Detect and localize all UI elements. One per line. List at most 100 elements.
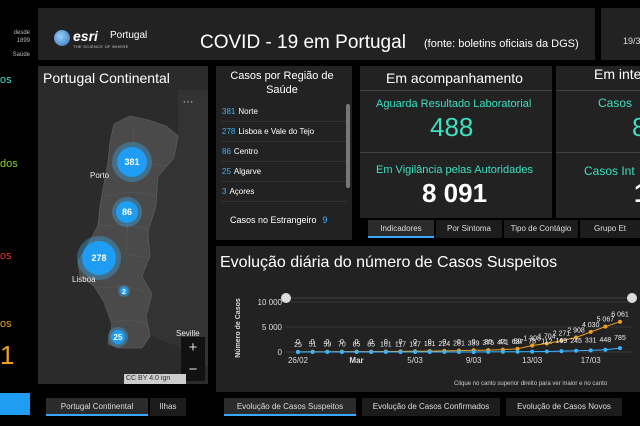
data-point — [369, 350, 374, 354]
vigilancia-label: Em Vigilância pelas Autoridades — [376, 164, 533, 176]
internados-panel: Em inte Casos 8 Casos Int 1 — [556, 66, 640, 218]
data-label: 51 — [309, 342, 317, 349]
tab-casos-novos[interactable]: Evolução de Casos Novos — [506, 398, 622, 416]
data-label: 1 308 — [523, 335, 541, 342]
region-name: Norte — [238, 107, 258, 116]
data-label: 224 — [439, 341, 451, 348]
data-label: 1 704 — [538, 333, 556, 340]
data-point — [588, 348, 593, 353]
map-tab-bar: Portugal Continental Ilhas — [38, 398, 208, 418]
range-handle-right[interactable] — [627, 293, 637, 303]
acompanhamento-panel: Em acompanhamento Aguarda Resultado Labo… — [360, 66, 552, 218]
data-label: 339 — [468, 340, 480, 347]
list-item[interactable]: 278 Lisboa e Vale do Tejo — [222, 122, 346, 142]
cluster-norte[interactable]: 381 — [112, 142, 152, 182]
list-item[interactable]: 86 Centro — [222, 142, 346, 162]
abroad-cases: Casos no Estrangeiro 9 — [230, 215, 328, 225]
tab-tipo-contagio[interactable]: Tipo de Contágio — [504, 220, 578, 238]
data-label: 101 — [380, 341, 392, 348]
aguarda-resultado-label: Aguarda Resultado Laboratorial — [376, 98, 532, 110]
map-attribution[interactable]: CC BY 4.0 ign — [124, 374, 186, 384]
data-label: 59 — [323, 342, 331, 349]
list-item[interactable]: 25 Algarve — [222, 162, 346, 182]
y-tick-label: 10 000 — [258, 298, 283, 307]
chart-hint: Clique no canto superior direito para ve… — [454, 381, 608, 387]
data-label: 85 — [367, 342, 375, 349]
data-label: 30 — [484, 339, 492, 346]
list-item[interactable]: 381 Norte — [222, 102, 346, 122]
tab-por-sintoma[interactable]: Por Sintoma — [436, 220, 502, 238]
cluster-algarve[interactable]: 25 — [108, 327, 128, 347]
data-point — [515, 349, 520, 354]
globe-icon — [54, 30, 70, 46]
data-label: 375 — [482, 340, 494, 347]
data-label: 785 — [614, 335, 626, 342]
cluster-alentejo[interactable]: 2 — [118, 285, 130, 297]
sliver-text-2: 1899 — [16, 38, 30, 44]
chart-title: Evolução diária do número de Casos Suspe… — [220, 254, 558, 271]
more-options-button[interactable]: ··· — [178, 97, 198, 111]
region-name: Lisboa e Vale do Tejo — [238, 127, 315, 136]
data-label: 471 — [497, 340, 509, 347]
map-canvas[interactable]: 381 86 278 2 25 Porto Lisboa Seville — [38, 66, 208, 384]
tab-casos-suspeitos[interactable]: Evolução de Casos Suspeitos — [224, 398, 356, 416]
evolution-chart-panel: Evolução diária do número de Casos Suspe… — [216, 246, 640, 392]
sliver-text-3: Saúde — [12, 52, 30, 58]
esri-logo: esri Portugal THE SCIENCE OF WHERE — [54, 28, 194, 54]
cluster-centro[interactable]: 86 — [112, 197, 142, 227]
data-label: 0 — [325, 339, 329, 346]
region-count: 381 — [222, 107, 236, 116]
x-tick-label: 9/03 — [466, 356, 482, 365]
esri-wordmark: esri — [73, 28, 98, 44]
data-label: 0 — [311, 339, 315, 346]
data-label: 448 — [600, 337, 612, 344]
data-point — [544, 349, 549, 354]
data-label: 0 — [355, 339, 359, 346]
y-tick-label: 5 000 — [262, 323, 283, 332]
city-label-lisboa: Lisboa — [72, 275, 96, 284]
tab-indicadores[interactable]: Indicadores — [368, 220, 434, 238]
data-label: 78 — [528, 339, 536, 346]
data-label: 245 — [570, 338, 582, 345]
region-name: Açores — [229, 187, 255, 196]
region-name: Algarve — [233, 167, 262, 176]
map-panel[interactable]: 381 86 278 2 25 Porto Lisboa Seville Por… — [38, 66, 208, 384]
data-point — [427, 350, 432, 354]
x-tick-label: 13/03 — [522, 356, 543, 365]
region-count: 25 — [222, 167, 231, 176]
data-point — [325, 350, 330, 354]
data-label: 281 — [453, 341, 465, 348]
evolution-chart[interactable]: Número de Casos 0 5 000 10 000 25 51 59 70 85 85 1… — [216, 246, 640, 392]
tab-portugal-continental[interactable]: Portugal Continental — [46, 398, 148, 416]
data-label: 331 — [585, 337, 597, 344]
data-label: 6 061 — [611, 312, 629, 319]
data-point — [296, 350, 300, 354]
data-label: 2 908 — [567, 327, 585, 334]
data-point — [530, 349, 535, 354]
left-sliver-panel: desde 1899 Saúde os dos os os 1 — [0, 0, 32, 426]
region-list-scrollbar[interactable] — [346, 104, 350, 188]
svg-text:381: 381 — [124, 157, 139, 167]
cluster-lisboa[interactable]: 278 — [77, 236, 121, 280]
data-point — [559, 338, 564, 343]
zoom-in-button[interactable]: + — [188, 339, 198, 356]
tab-ilhas[interactable]: Ilhas — [150, 398, 186, 416]
city-label-seville: Seville — [176, 329, 200, 338]
data-label: 5 067 — [597, 317, 615, 324]
data-label: 0 — [384, 339, 388, 346]
range-handle-left[interactable] — [281, 293, 291, 303]
sliver-active-tab[interactable] — [0, 393, 30, 415]
tab-casos-confirmados[interactable]: Evolução de Casos Confirmados — [362, 398, 500, 416]
x-tick-label: 17/03 — [581, 356, 602, 365]
intensivos-label: Casos Int — [584, 164, 635, 178]
sliver-label-2: dos — [0, 158, 18, 170]
divider — [556, 152, 640, 153]
data-point — [398, 350, 403, 354]
zoom-out-button[interactable]: − — [188, 361, 198, 378]
svg-text:278: 278 — [91, 253, 106, 263]
data-label: 117 — [395, 341, 406, 348]
y-tick-label: 0 — [278, 348, 283, 357]
tab-grupo-etario[interactable]: Grupo Et — [580, 220, 640, 238]
list-item[interactable]: 3 Açores — [222, 182, 346, 202]
x-tick-label: 26/02 — [288, 356, 309, 365]
